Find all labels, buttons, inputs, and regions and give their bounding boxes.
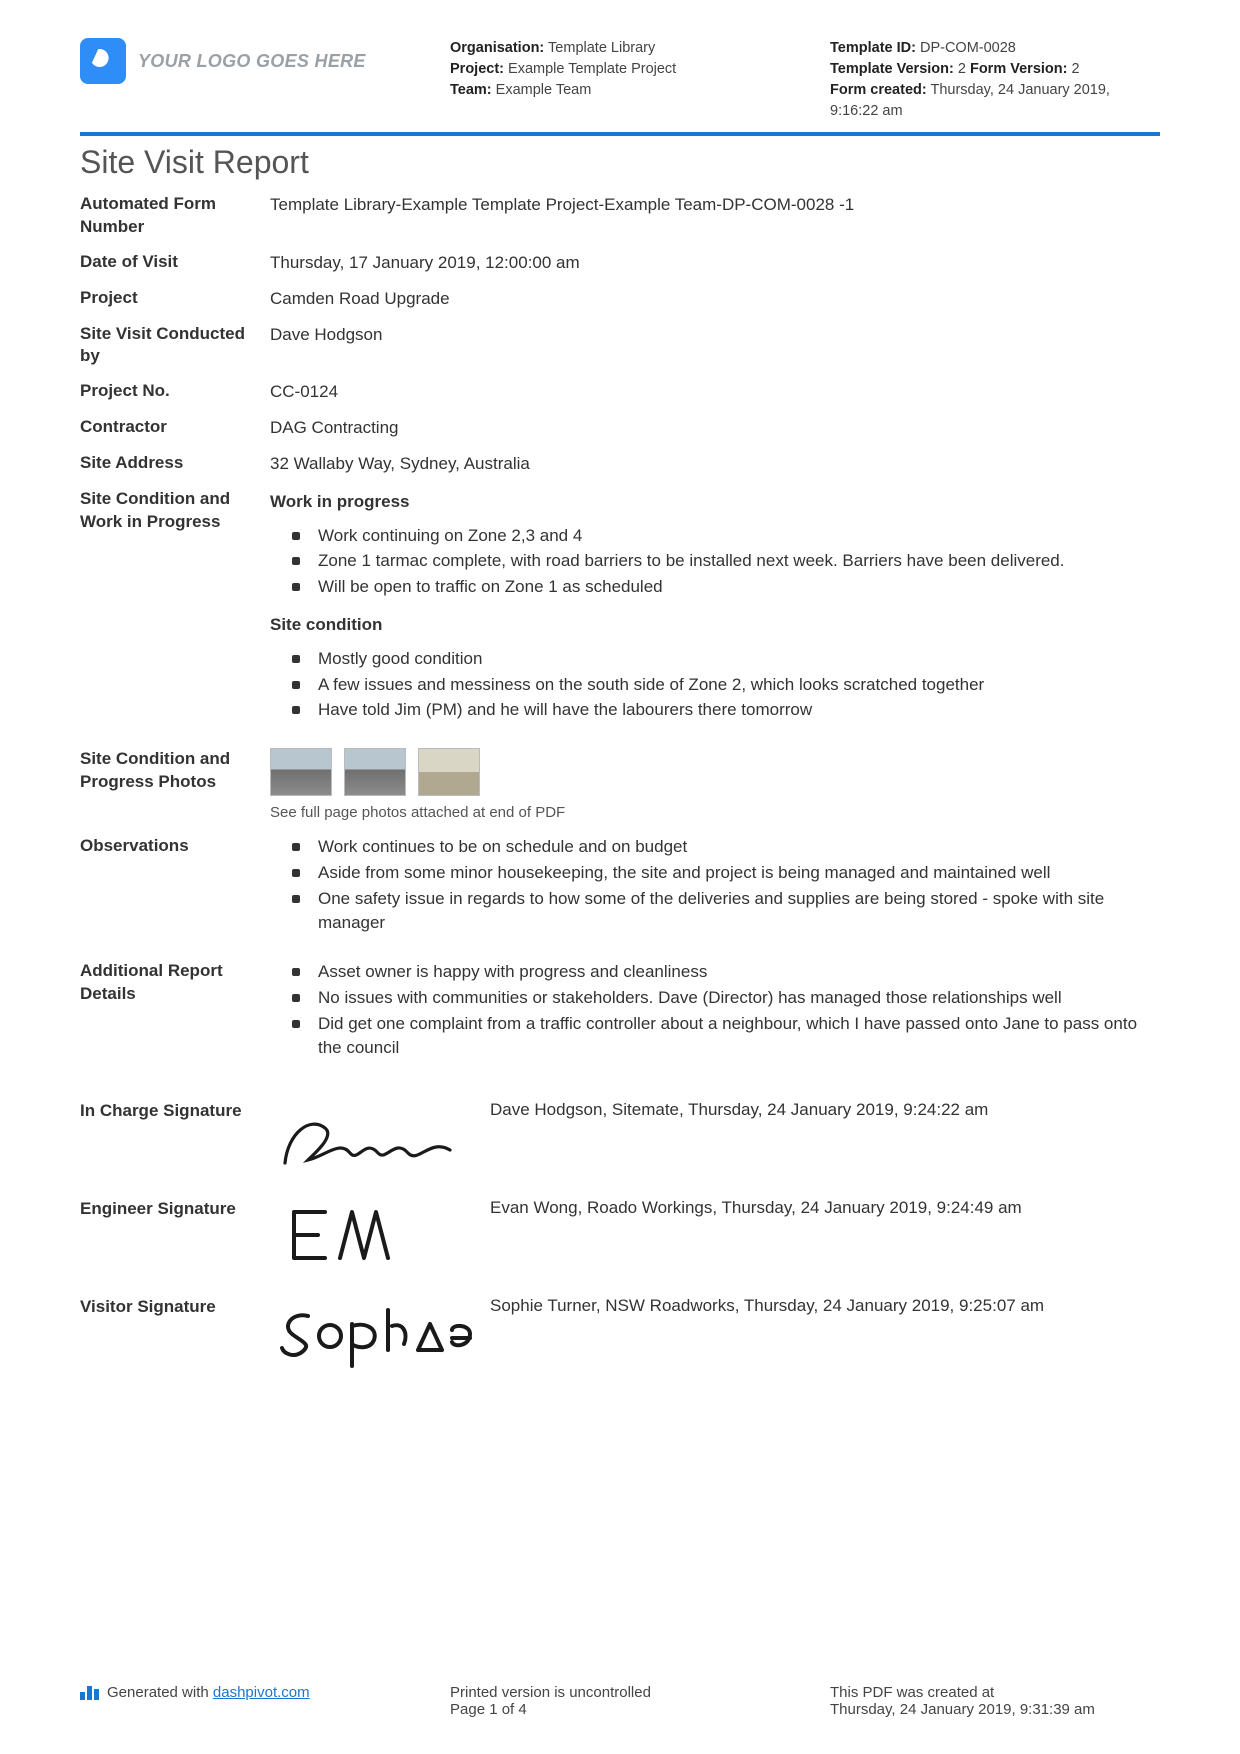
footer-link[interactable]: dashpivot.com [213, 1684, 310, 1701]
field-condition-label: Site Condition and Work in Progress [80, 488, 270, 736]
sig-incharge-image [270, 1098, 490, 1178]
sig-engineer-meta: Evan Wong, Roado Workings, Thursday, 24 … [490, 1196, 1160, 1218]
photos-note: See full page photos attached at end of … [270, 802, 1160, 823]
field-address: 32 Wallaby Way, Sydney, Australia [270, 452, 1160, 476]
list-item: Asset owner is happy with progress and c… [310, 960, 1160, 984]
header-meta-left: Organisation: Template Library Project: … [450, 38, 830, 101]
sig-incharge-label: In Charge Signature [80, 1098, 270, 1123]
field-date: Thursday, 17 January 2019, 12:00:00 am [270, 251, 1160, 275]
footer-uncontrolled: Printed version is uncontrolled [450, 1684, 830, 1701]
additional-list: Asset owner is happy with progress and c… [270, 960, 1160, 1059]
list-item: Work continues to be on schedule and on … [310, 835, 1160, 859]
footer-left: Generated with dashpivot.com [80, 1684, 450, 1701]
header: YOUR LOGO GOES HERE Organisation: Templa… [80, 38, 1160, 136]
footer-created-at: Thursday, 24 January 2019, 9:31:39 am [830, 1701, 1160, 1718]
footer-generated-prefix: Generated with [107, 1684, 213, 1701]
footer-created-label: This PDF was created at [830, 1684, 1160, 1701]
logo-block: YOUR LOGO GOES HERE [80, 38, 450, 84]
list-item: A few issues and messiness on the south … [310, 673, 1160, 697]
list-item: Will be open to traffic on Zone 1 as sch… [310, 575, 1160, 599]
sig-visitor-meta: Sophie Turner, NSW Roadworks, Thursday, … [490, 1294, 1160, 1316]
list-item: Work continuing on Zone 2,3 and 4 [310, 524, 1160, 548]
logo-icon [80, 38, 126, 84]
chart-icon [80, 1686, 99, 1700]
footer: Generated with dashpivot.com Printed ver… [80, 1684, 1160, 1718]
field-photos: See full page photos attached at end of … [270, 748, 1160, 823]
list-item: Mostly good condition [310, 647, 1160, 671]
list-item: No issues with communities or stakeholde… [310, 986, 1160, 1010]
footer-right: This PDF was created at Thursday, 24 Jan… [830, 1684, 1160, 1718]
footer-page: Page 1 of 4 [450, 1701, 830, 1718]
field-form-number: Template Library-Example Template Projec… [270, 193, 1160, 239]
sig-engineer-label: Engineer Signature [80, 1196, 270, 1221]
field-address-label: Site Address [80, 452, 270, 476]
sig-engineer-image [270, 1196, 490, 1276]
sig-visitor-image [270, 1294, 490, 1374]
field-form-number-label: Automated Form Number [80, 193, 270, 239]
field-contractor-label: Contractor [80, 416, 270, 440]
list-item: Did get one complaint from a traffic con… [310, 1012, 1160, 1060]
cond-list: Mostly good condition A few issues and m… [270, 647, 1160, 722]
list-item: Aside from some minor housekeeping, the … [310, 861, 1160, 885]
field-projectno-label: Project No. [80, 380, 270, 404]
field-additional: Asset owner is happy with progress and c… [270, 960, 1160, 1073]
field-photos-label: Site Condition and Progress Photos [80, 748, 270, 823]
cond-heading: Site condition [270, 613, 1160, 637]
wip-list: Work continuing on Zone 2,3 and 4 Zone 1… [270, 524, 1160, 599]
field-contractor: DAG Contracting [270, 416, 1160, 440]
photo-thumb [418, 748, 480, 796]
header-meta-right: Template ID: DP-COM-0028 Template Versio… [830, 38, 1160, 122]
page-title: Site Visit Report [80, 144, 1160, 181]
wip-heading: Work in progress [270, 490, 1160, 514]
photo-thumb [344, 748, 406, 796]
field-project: Camden Road Upgrade [270, 287, 1160, 311]
field-observations: Work continues to be on schedule and on … [270, 835, 1160, 948]
observations-list: Work continues to be on schedule and on … [270, 835, 1160, 934]
sig-incharge-meta: Dave Hodgson, Sitemate, Thursday, 24 Jan… [490, 1098, 1160, 1120]
photo-thumbnails [270, 748, 1160, 796]
field-additional-label: Additional Report Details [80, 960, 270, 1073]
footer-mid: Printed version is uncontrolled Page 1 o… [450, 1684, 830, 1718]
photo-thumb [270, 748, 332, 796]
field-conducted-label: Site Visit Conducted by [80, 323, 270, 369]
list-item: One safety issue in regards to how some … [310, 887, 1160, 935]
field-projectno: CC-0124 [270, 380, 1160, 404]
field-condition: Work in progress Work continuing on Zone… [270, 488, 1160, 736]
sig-visitor-label: Visitor Signature [80, 1294, 270, 1319]
list-item: Zone 1 tarmac complete, with road barrie… [310, 549, 1160, 573]
field-project-label: Project [80, 287, 270, 311]
field-observations-label: Observations [80, 835, 270, 948]
field-date-label: Date of Visit [80, 251, 270, 275]
list-item: Have told Jim (PM) and he will have the … [310, 698, 1160, 722]
logo-text: YOUR LOGO GOES HERE [138, 51, 366, 72]
field-conducted: Dave Hodgson [270, 323, 1160, 369]
